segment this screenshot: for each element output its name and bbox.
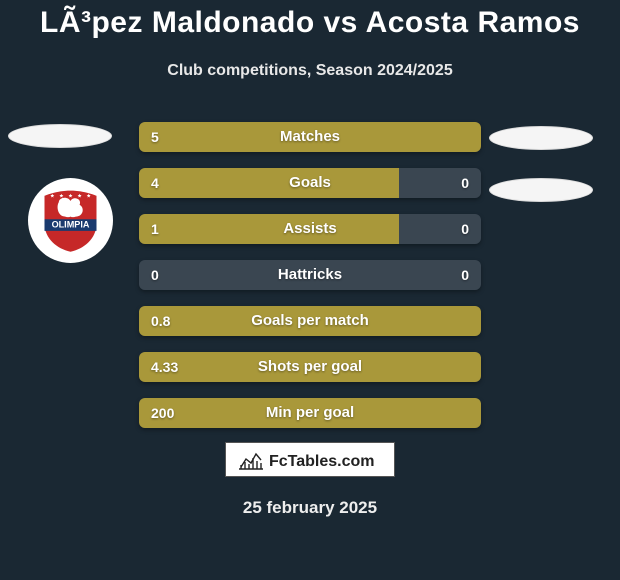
club-logo-left: OLIMPIA [28,178,113,263]
stat-row: 0.8Goals per match [139,306,481,336]
stat-label: Goals [139,168,481,198]
svg-text:OLIMPIA: OLIMPIA [52,220,90,230]
stat-row: 5Matches [139,122,481,152]
attribution-logo-icon: FcTables.com [235,447,385,473]
stat-label: Goals per match [139,306,481,336]
stat-row: 4.33Shots per goal [139,352,481,382]
stat-row: 10Assists [139,214,481,244]
stat-row: 200Min per goal [139,398,481,428]
club-logo-right-placeholder [489,178,593,202]
attribution-text: FcTables.com [269,453,375,470]
stat-label: Matches [139,122,481,152]
stats-chart: 5Matches 40Goals 10Assists 00Hattricks 0.8Go… [139,122,481,444]
player-photo-right-placeholder [489,126,593,150]
attribution-box: FcTables.com [225,442,395,477]
stat-row: 40Goals [139,168,481,198]
stat-row: 00Hattricks [139,260,481,290]
stat-label: Shots per goal [139,352,481,382]
player-photo-left-placeholder [8,124,112,148]
date-label: 25 february 2025 [0,498,620,518]
stat-label: Assists [139,214,481,244]
stat-label: Min per goal [139,398,481,428]
stat-label: Hattricks [139,260,481,290]
subtitle: Club competitions, Season 2024/2025 [0,62,620,80]
page-title: LÃ³pez Maldonado vs Acosta Ramos [0,6,620,40]
club-shield-icon: OLIMPIA [38,188,103,253]
